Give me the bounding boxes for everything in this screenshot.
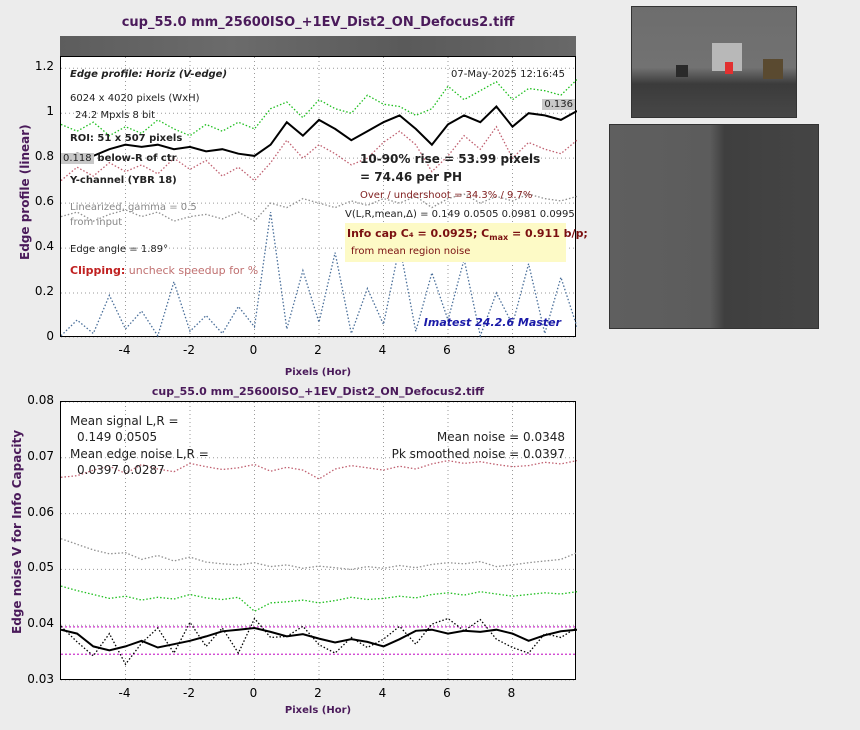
y-tick-label: 0.8 bbox=[34, 149, 54, 164]
mean-edge-noise-values: 0.0397 0.0287 bbox=[77, 463, 165, 477]
roi-label: ROI: 51 x 507 pixels bbox=[70, 133, 183, 144]
y-tick-label: 0.4 bbox=[34, 239, 54, 254]
x-tick-label: 2 bbox=[314, 343, 322, 357]
y-tick-label: 0.07 bbox=[27, 448, 54, 463]
v-values-label: V(L,R,mean,Δ) = 0.149 0.0505 0.0981 0.09… bbox=[345, 209, 575, 220]
from-input-label: from input bbox=[70, 217, 123, 228]
series-line-0 bbox=[61, 105, 577, 160]
mean-edge-noise-label: Mean edge noise L,R = bbox=[70, 447, 209, 461]
roi-crop-image bbox=[609, 124, 819, 329]
roi-marker bbox=[725, 62, 733, 74]
y-tick-label: 0.6 bbox=[34, 194, 54, 209]
per-ph-label: = 74.46 per PH bbox=[360, 170, 463, 184]
x-tick-label: -4 bbox=[118, 686, 131, 700]
mpxls-label: 24.2 Mpxls 8 bit bbox=[75, 110, 156, 121]
y-tick-label: 0.2 bbox=[34, 284, 54, 299]
x-tick-label: -2 bbox=[183, 686, 195, 700]
color-checker bbox=[763, 59, 783, 79]
x-tick-label: 2 bbox=[314, 686, 322, 700]
cup-shape bbox=[676, 65, 688, 77]
y-tick-label: 1 bbox=[46, 104, 54, 119]
right-level-badge: 0.136 bbox=[542, 99, 575, 110]
edge-profile-svg bbox=[61, 57, 577, 338]
edge-profile-label: Edge profile: Horiz (V-edge) bbox=[70, 69, 228, 80]
edge-profile-plot: Edge profile: Horiz (V-edge) 07-May-2025… bbox=[60, 56, 588, 338]
top-x-axis-label: Pixels (Hor) bbox=[284, 367, 352, 378]
x-tick-label: 4 bbox=[378, 343, 387, 357]
overshoot-label: Over / undershoot = 34.3% / 9.7% bbox=[360, 190, 533, 201]
info-cap-label: Info cap C₄ = 0.0925; Cmax = 0.911 b/p; bbox=[347, 227, 588, 243]
rise-label: 10-90% rise = 53.99 pixels bbox=[360, 152, 541, 166]
pk-noise-label: Pk smoothed noise = 0.0397 bbox=[391, 447, 565, 461]
edge-angle-label: Edge angle = 1.89° bbox=[70, 244, 169, 255]
clipping-row: Clipping: uncheck speedup for % bbox=[70, 264, 258, 277]
full-image-thumbnail bbox=[631, 6, 797, 118]
x-tick-label: 0 bbox=[249, 343, 258, 357]
linearized-label: Linearized, gamma = 0.5 bbox=[70, 202, 197, 213]
x-tick-label: 0 bbox=[249, 686, 258, 700]
x-tick-label: 8 bbox=[507, 686, 516, 700]
series-line-0 bbox=[61, 459, 577, 480]
edge-band-strip bbox=[60, 36, 576, 56]
clipping-note: uncheck speedup for % bbox=[128, 264, 259, 277]
x-tick-label: 8 bbox=[507, 343, 516, 357]
x-tick-label: -4 bbox=[118, 343, 131, 357]
y-tick-label: 1.2 bbox=[34, 59, 54, 74]
left-level-badge: 0.118 bbox=[61, 153, 94, 164]
series-line-2 bbox=[61, 125, 577, 182]
x-tick-label: 6 bbox=[443, 343, 451, 357]
y-tick-label: 0.04 bbox=[27, 616, 54, 631]
mean-signal-label: Mean signal L,R = bbox=[70, 414, 179, 428]
bottom-x-axis-label: Pixels (Hor) bbox=[284, 705, 352, 716]
below-ctr-label: 18% below-R of ctr bbox=[70, 153, 177, 164]
version-label: Imatest 24.2.6 Master bbox=[423, 316, 561, 329]
y-tick-label: 0.05 bbox=[27, 560, 54, 575]
mean-signal-values: 0.149 0.0505 bbox=[77, 430, 158, 444]
bottom-chart-title: cup_55.0 mm_25600ISO_+1EV_Dist2_ON_Defoc… bbox=[151, 385, 485, 398]
y-tick-label: 0.06 bbox=[27, 504, 54, 519]
x-tick-label: 6 bbox=[443, 686, 451, 700]
series-line-1 bbox=[61, 79, 577, 137]
info-cap-box: Info cap C₄ = 0.0925; Cmax = 0.911 b/p; … bbox=[345, 223, 588, 262]
y-tick-label: 0.08 bbox=[27, 393, 54, 407]
y-tick-label: 0.03 bbox=[27, 672, 54, 686]
x-tick-label: 4 bbox=[378, 686, 387, 700]
mean-noise-label: Mean noise = 0.0348 bbox=[436, 430, 565, 444]
edge-noise-svg bbox=[61, 402, 577, 681]
series-line-3 bbox=[61, 193, 577, 222]
series-line-2 bbox=[61, 585, 577, 613]
clipping-label: Clipping: bbox=[70, 264, 126, 277]
date-label: 07-May-2025 12:16:45 bbox=[451, 69, 565, 80]
channel-label: Y-channel (YBR 18) bbox=[70, 175, 177, 186]
x-tick-label: -2 bbox=[183, 343, 195, 357]
y-tick-label: 0 bbox=[46, 329, 54, 343]
edge-noise-plot: Mean signal L,R = 0.149 0.0505 Mean edge… bbox=[60, 401, 577, 681]
pixels-label: 6024 x 4020 pixels (WxH) bbox=[70, 93, 200, 104]
series-line-3 bbox=[61, 626, 577, 652]
top-chart-title: cup_55.0 mm_25600ISO_+1EV_Dist2_ON_Defoc… bbox=[121, 15, 515, 30]
noise-note-label: from mean region noise bbox=[351, 246, 471, 257]
series-line-4 bbox=[61, 617, 577, 666]
